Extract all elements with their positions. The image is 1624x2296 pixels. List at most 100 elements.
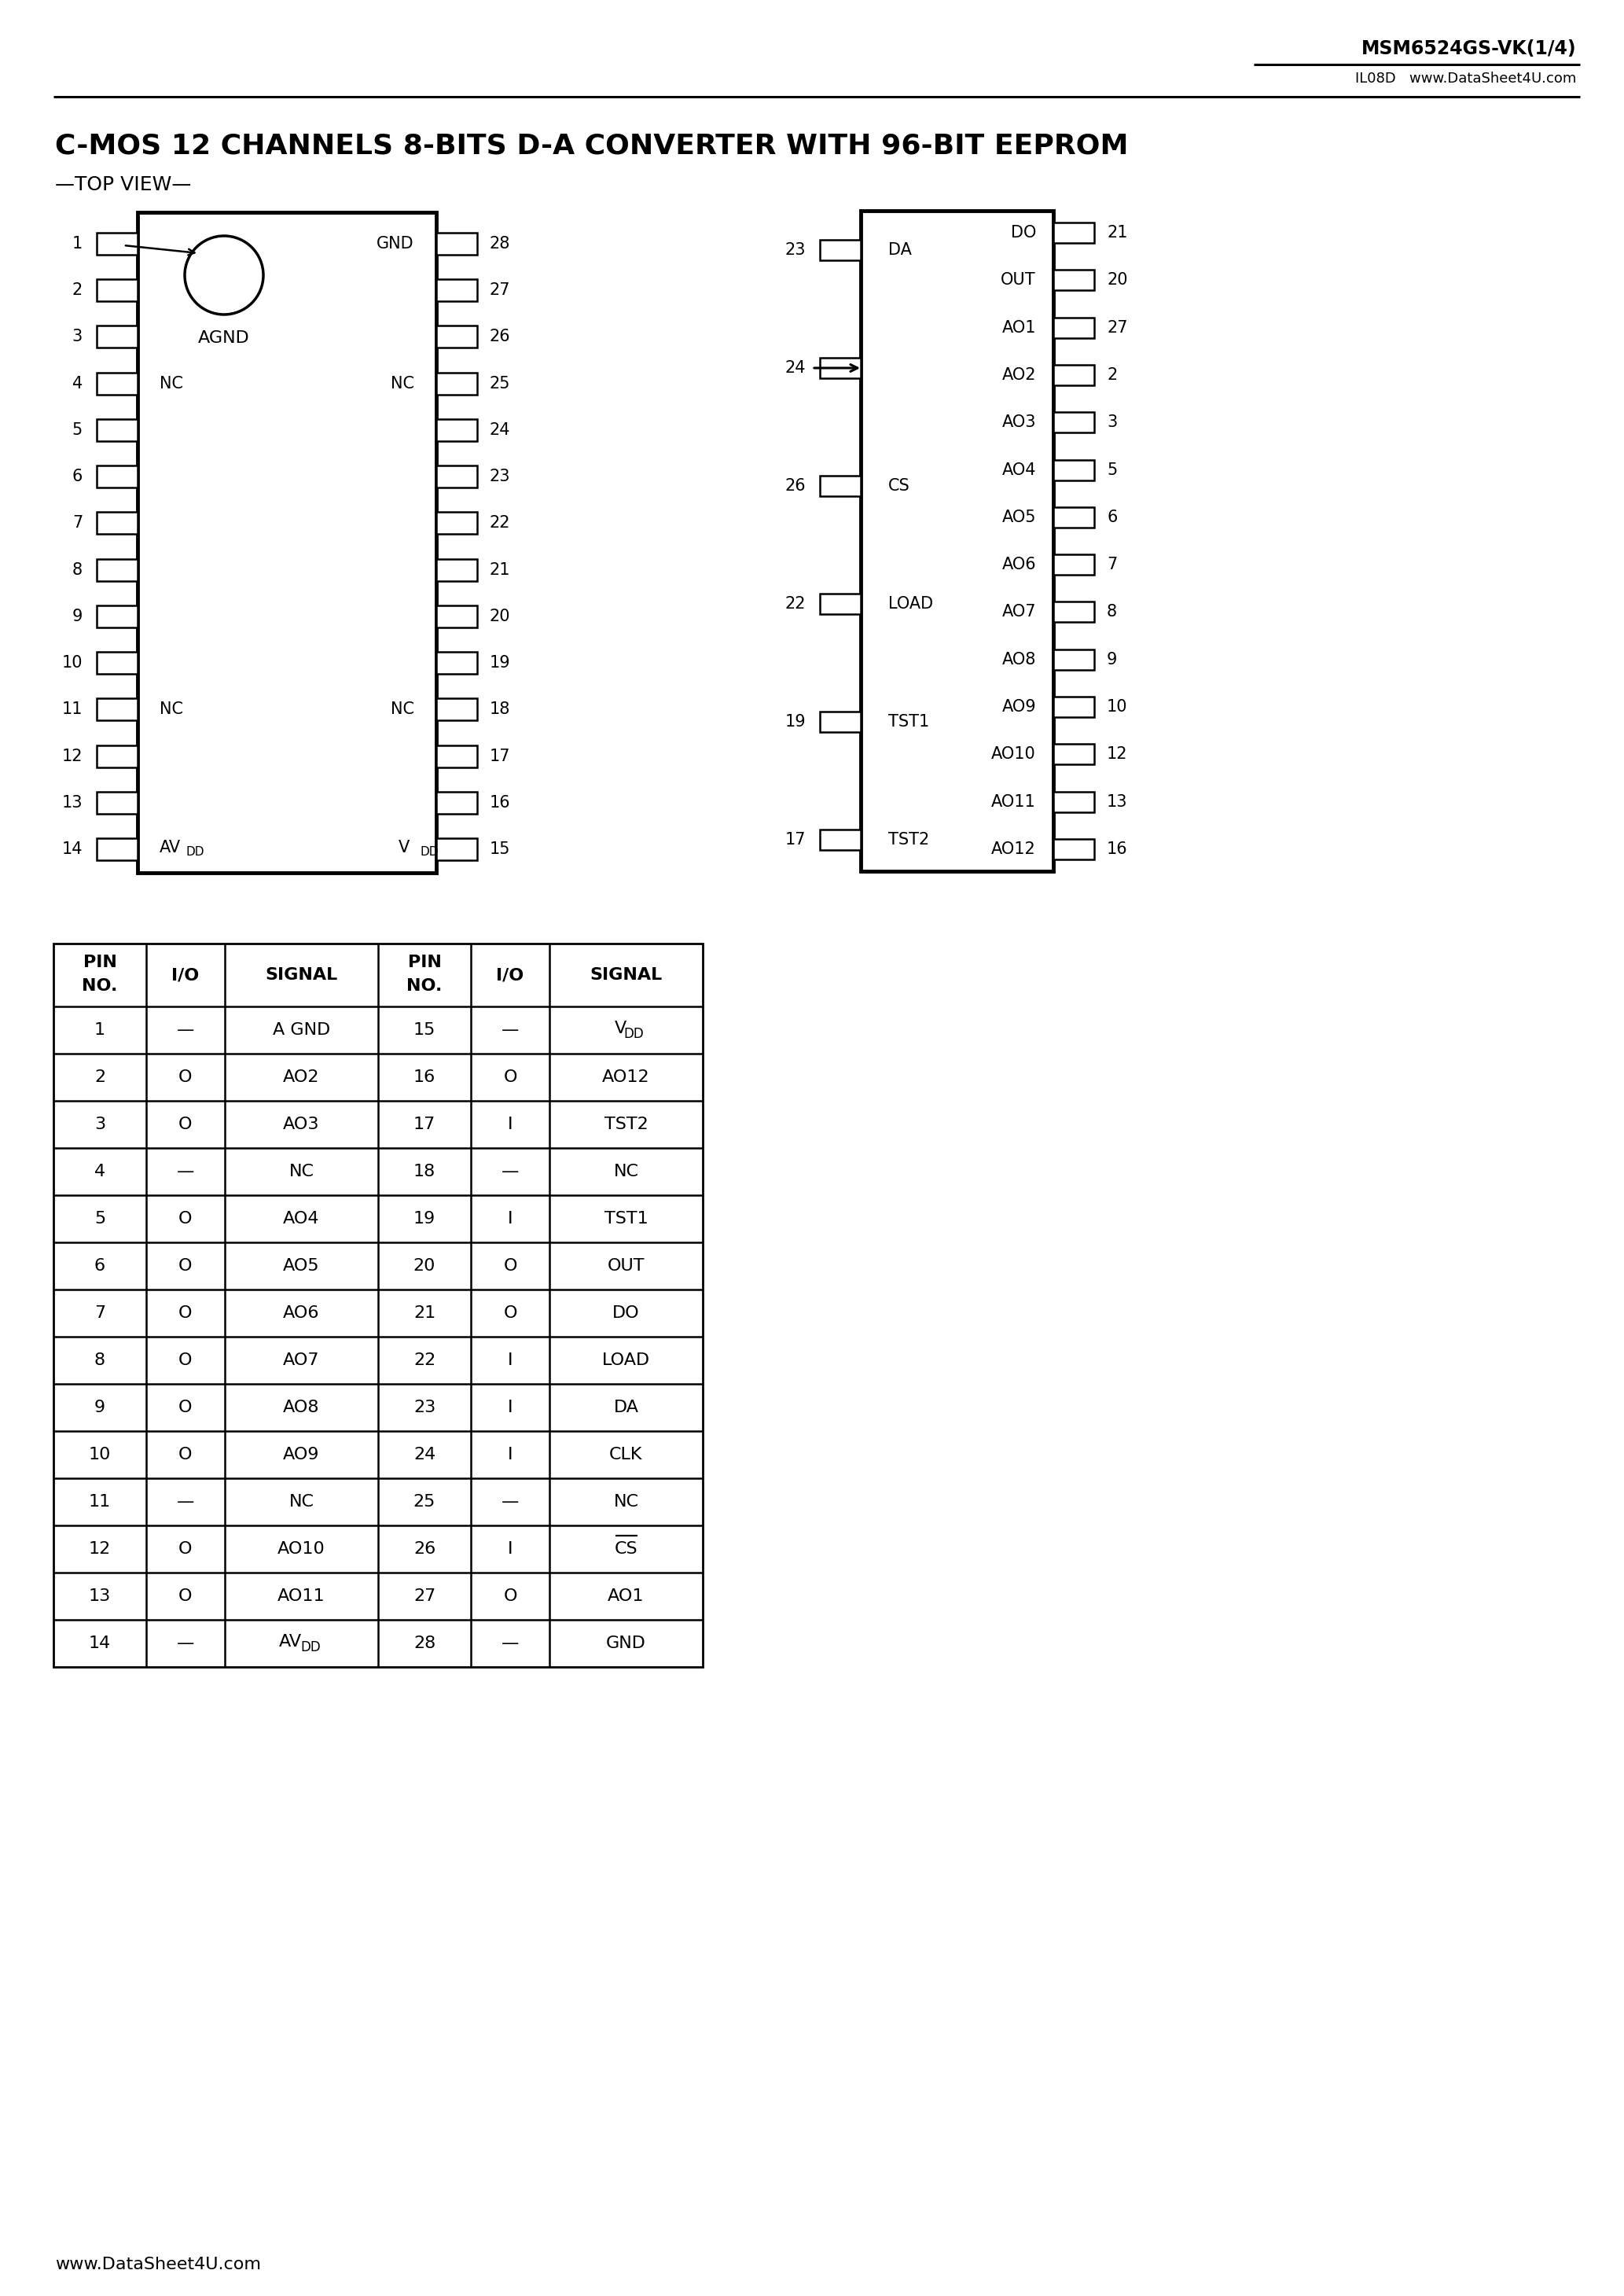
Text: O: O bbox=[179, 1352, 192, 1368]
Text: AO11: AO11 bbox=[278, 1589, 325, 1605]
Text: O: O bbox=[179, 1070, 192, 1086]
Text: AO2: AO2 bbox=[283, 1070, 320, 1086]
Bar bbox=[437, 744, 477, 767]
Bar bbox=[97, 232, 138, 255]
Text: SIGNAL: SIGNAL bbox=[590, 967, 663, 983]
Bar bbox=[54, 944, 703, 1667]
Text: I: I bbox=[508, 1401, 513, 1414]
Text: O: O bbox=[179, 1541, 192, 1557]
Text: NC: NC bbox=[391, 703, 414, 716]
Text: NC: NC bbox=[289, 1164, 313, 1180]
Text: AO7: AO7 bbox=[283, 1352, 320, 1368]
Bar bbox=[97, 372, 138, 395]
Text: 13: 13 bbox=[1108, 794, 1127, 810]
Text: O: O bbox=[179, 1304, 192, 1320]
Text: 17: 17 bbox=[490, 748, 510, 765]
Text: O: O bbox=[503, 1589, 516, 1605]
Text: DA: DA bbox=[614, 1401, 638, 1414]
Text: AO5: AO5 bbox=[1002, 510, 1036, 526]
Bar bbox=[437, 558, 477, 581]
Bar bbox=[97, 558, 138, 581]
Text: NO.: NO. bbox=[406, 978, 442, 994]
Text: 16: 16 bbox=[490, 794, 510, 810]
Text: 16: 16 bbox=[1108, 840, 1127, 856]
Text: O: O bbox=[503, 1304, 516, 1320]
Text: AO1: AO1 bbox=[1002, 319, 1036, 335]
Bar bbox=[97, 512, 138, 535]
Text: 14: 14 bbox=[89, 1635, 110, 1651]
Text: 16: 16 bbox=[414, 1070, 435, 1086]
Text: 24: 24 bbox=[784, 360, 806, 377]
Text: I: I bbox=[508, 1116, 513, 1132]
Bar bbox=[97, 280, 138, 301]
Text: V: V bbox=[614, 1022, 627, 1035]
Bar bbox=[1054, 838, 1095, 859]
Text: O: O bbox=[179, 1401, 192, 1414]
Text: AO6: AO6 bbox=[283, 1304, 320, 1320]
Text: 21: 21 bbox=[1108, 225, 1127, 241]
Text: V: V bbox=[398, 840, 409, 856]
Text: 26: 26 bbox=[414, 1541, 435, 1557]
Text: AO3: AO3 bbox=[1002, 416, 1036, 429]
Text: 25: 25 bbox=[490, 377, 510, 390]
Text: CS: CS bbox=[614, 1541, 638, 1557]
Bar bbox=[97, 652, 138, 675]
Bar bbox=[437, 372, 477, 395]
Text: NC: NC bbox=[289, 1495, 313, 1511]
Text: I: I bbox=[508, 1352, 513, 1368]
Text: DD: DD bbox=[300, 1639, 322, 1655]
Text: AV: AV bbox=[159, 840, 180, 856]
Text: 5: 5 bbox=[1108, 461, 1117, 478]
Text: 1: 1 bbox=[71, 236, 83, 253]
Text: O: O bbox=[503, 1258, 516, 1274]
Text: O: O bbox=[179, 1258, 192, 1274]
Text: AO4: AO4 bbox=[1002, 461, 1036, 478]
Text: AO4: AO4 bbox=[283, 1210, 320, 1226]
Text: NC: NC bbox=[614, 1164, 638, 1180]
Bar bbox=[437, 652, 477, 675]
Text: 6: 6 bbox=[1108, 510, 1117, 526]
Text: 28: 28 bbox=[490, 236, 510, 253]
Text: C-MOS 12 CHANNELS 8-BITS D-A CONVERTER WITH 96-BIT EEPROM: C-MOS 12 CHANNELS 8-BITS D-A CONVERTER W… bbox=[55, 133, 1129, 158]
Text: OUT: OUT bbox=[1000, 273, 1036, 287]
Text: 19: 19 bbox=[784, 714, 806, 730]
Text: 10: 10 bbox=[62, 654, 83, 670]
Bar bbox=[1054, 317, 1095, 338]
Bar bbox=[97, 698, 138, 721]
Text: 19: 19 bbox=[414, 1210, 435, 1226]
Text: NO.: NO. bbox=[81, 978, 117, 994]
Text: 7: 7 bbox=[71, 514, 83, 530]
Text: 3: 3 bbox=[71, 328, 83, 344]
Bar bbox=[1054, 696, 1095, 716]
Text: AO10: AO10 bbox=[991, 746, 1036, 762]
Bar bbox=[1054, 271, 1095, 289]
Text: 13: 13 bbox=[89, 1589, 110, 1605]
Text: 22: 22 bbox=[414, 1352, 435, 1368]
Text: O: O bbox=[179, 1589, 192, 1605]
Text: GND: GND bbox=[377, 236, 414, 253]
Text: AO5: AO5 bbox=[283, 1258, 320, 1274]
Text: 20: 20 bbox=[414, 1258, 435, 1274]
Text: 15: 15 bbox=[414, 1022, 435, 1038]
Text: AO7: AO7 bbox=[1002, 604, 1036, 620]
Text: 9: 9 bbox=[1108, 652, 1117, 668]
Text: 26: 26 bbox=[490, 328, 510, 344]
Text: AGND: AGND bbox=[198, 331, 250, 347]
Text: 22: 22 bbox=[490, 514, 510, 530]
Text: OUT: OUT bbox=[607, 1258, 645, 1274]
Text: O: O bbox=[179, 1210, 192, 1226]
Bar bbox=[437, 232, 477, 255]
Bar bbox=[1054, 223, 1095, 243]
Text: 17: 17 bbox=[414, 1116, 435, 1132]
Text: —: — bbox=[502, 1164, 520, 1180]
Text: 18: 18 bbox=[490, 703, 510, 716]
Text: 7: 7 bbox=[1108, 558, 1117, 572]
Text: www.DataSheet4U.com: www.DataSheet4U.com bbox=[55, 2257, 261, 2273]
Text: —: — bbox=[502, 1495, 520, 1511]
Bar bbox=[820, 239, 861, 259]
Text: —TOP VIEW—: —TOP VIEW— bbox=[55, 174, 192, 195]
Text: PIN: PIN bbox=[83, 955, 117, 971]
Text: 15: 15 bbox=[490, 840, 510, 856]
Bar bbox=[1054, 459, 1095, 480]
Text: 27: 27 bbox=[414, 1589, 435, 1605]
